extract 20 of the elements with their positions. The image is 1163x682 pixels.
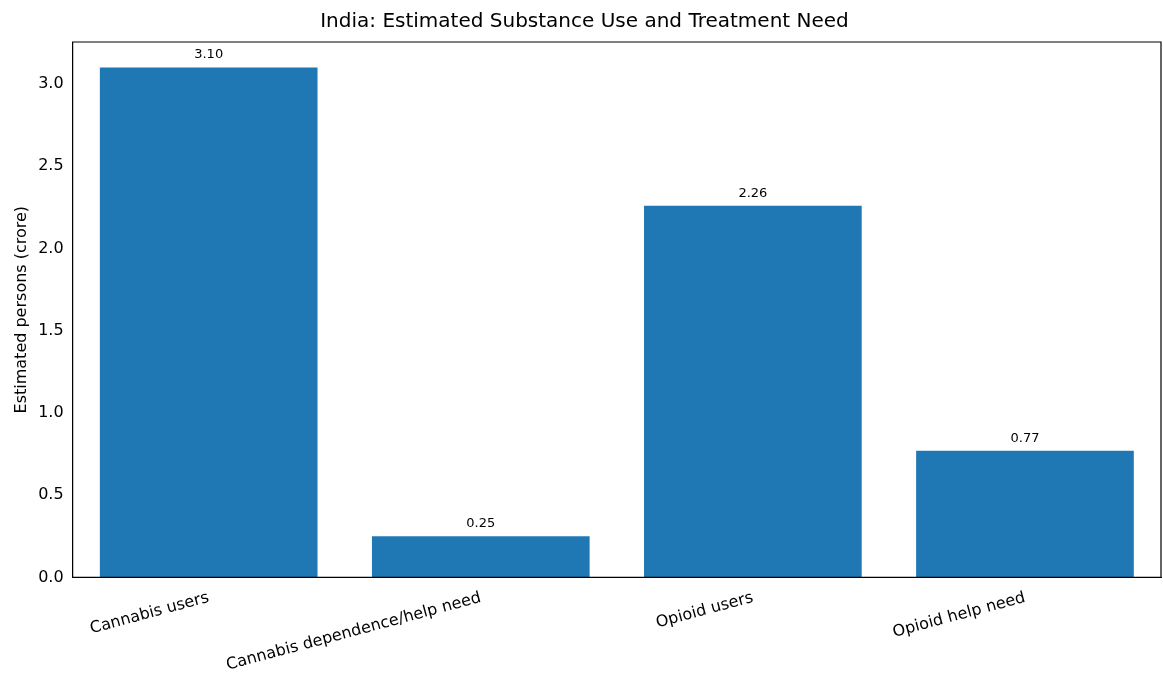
y-tick-label: 0.0 [38, 566, 64, 586]
y-tick-label: 3.0 [38, 73, 64, 93]
x-tick-label: Cannabis users [87, 587, 211, 638]
data-label: 0.77 [1010, 429, 1040, 445]
data-label: 3.10 [194, 46, 224, 62]
y-tick-label: 2.0 [38, 237, 64, 257]
y-axis-title: Estimated persons (crore) [10, 205, 30, 414]
y-tick-label: 1.0 [38, 402, 64, 422]
x-tick-label: Opioid users [653, 587, 755, 632]
data-label: 0.25 [466, 515, 496, 531]
chart-title: India: Estimated Substance Use and Treatment Need [320, 8, 849, 33]
bar [371, 536, 590, 578]
bar [644, 205, 862, 578]
x-tick-label: Opioid help need [890, 587, 1028, 641]
y-tick-label: 0.5 [38, 484, 64, 504]
bar [916, 450, 1134, 578]
y-tick-label: 2.5 [38, 155, 64, 175]
bar [99, 67, 318, 578]
y-tick-label: 1.5 [38, 319, 64, 339]
data-label: 2.26 [738, 184, 768, 200]
